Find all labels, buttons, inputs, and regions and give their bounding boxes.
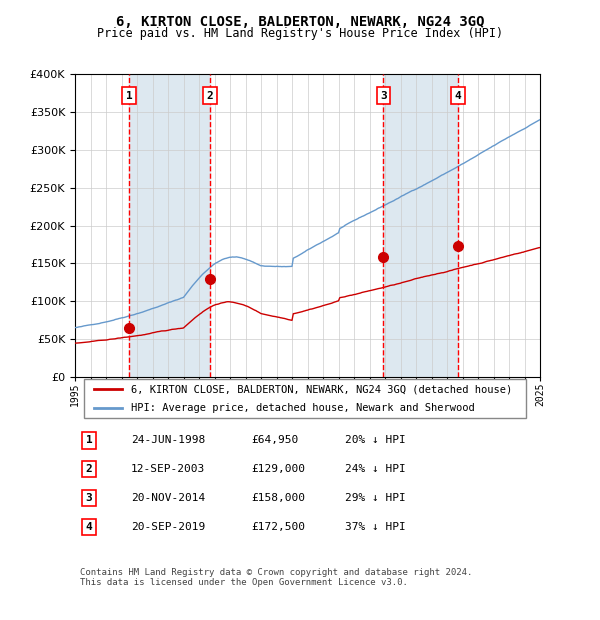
Text: 12-SEP-2003: 12-SEP-2003 <box>131 464 205 474</box>
Text: 1: 1 <box>125 91 133 100</box>
Text: 24% ↓ HPI: 24% ↓ HPI <box>344 464 406 474</box>
Text: Price paid vs. HM Land Registry's House Price Index (HPI): Price paid vs. HM Land Registry's House … <box>97 27 503 40</box>
Bar <box>129 74 210 377</box>
Text: £129,000: £129,000 <box>252 464 306 474</box>
Text: 2: 2 <box>86 464 92 474</box>
Text: 1: 1 <box>86 435 92 445</box>
Text: 2: 2 <box>206 91 213 100</box>
Text: £64,950: £64,950 <box>252 435 299 445</box>
Text: 37% ↓ HPI: 37% ↓ HPI <box>344 522 406 532</box>
Text: 24-JUN-1998: 24-JUN-1998 <box>131 435 205 445</box>
Text: 3: 3 <box>86 493 92 503</box>
Text: 6, KIRTON CLOSE, BALDERTON, NEWARK, NG24 3GQ: 6, KIRTON CLOSE, BALDERTON, NEWARK, NG24… <box>116 16 484 30</box>
Bar <box>383 74 458 377</box>
Text: Contains HM Land Registry data © Crown copyright and database right 2024.
This d: Contains HM Land Registry data © Crown c… <box>80 567 472 587</box>
Text: 29% ↓ HPI: 29% ↓ HPI <box>344 493 406 503</box>
Text: 4: 4 <box>86 522 92 532</box>
Text: 6, KIRTON CLOSE, BALDERTON, NEWARK, NG24 3GQ (detached house): 6, KIRTON CLOSE, BALDERTON, NEWARK, NG24… <box>131 384 512 394</box>
Text: 4: 4 <box>455 91 461 100</box>
Text: £172,500: £172,500 <box>252 522 306 532</box>
FancyBboxPatch shape <box>84 379 526 418</box>
Text: £158,000: £158,000 <box>252 493 306 503</box>
Text: 3: 3 <box>380 91 386 100</box>
Text: 20-NOV-2014: 20-NOV-2014 <box>131 493 205 503</box>
Text: HPI: Average price, detached house, Newark and Sherwood: HPI: Average price, detached house, Newa… <box>131 403 475 414</box>
Text: 20% ↓ HPI: 20% ↓ HPI <box>344 435 406 445</box>
Text: 20-SEP-2019: 20-SEP-2019 <box>131 522 205 532</box>
